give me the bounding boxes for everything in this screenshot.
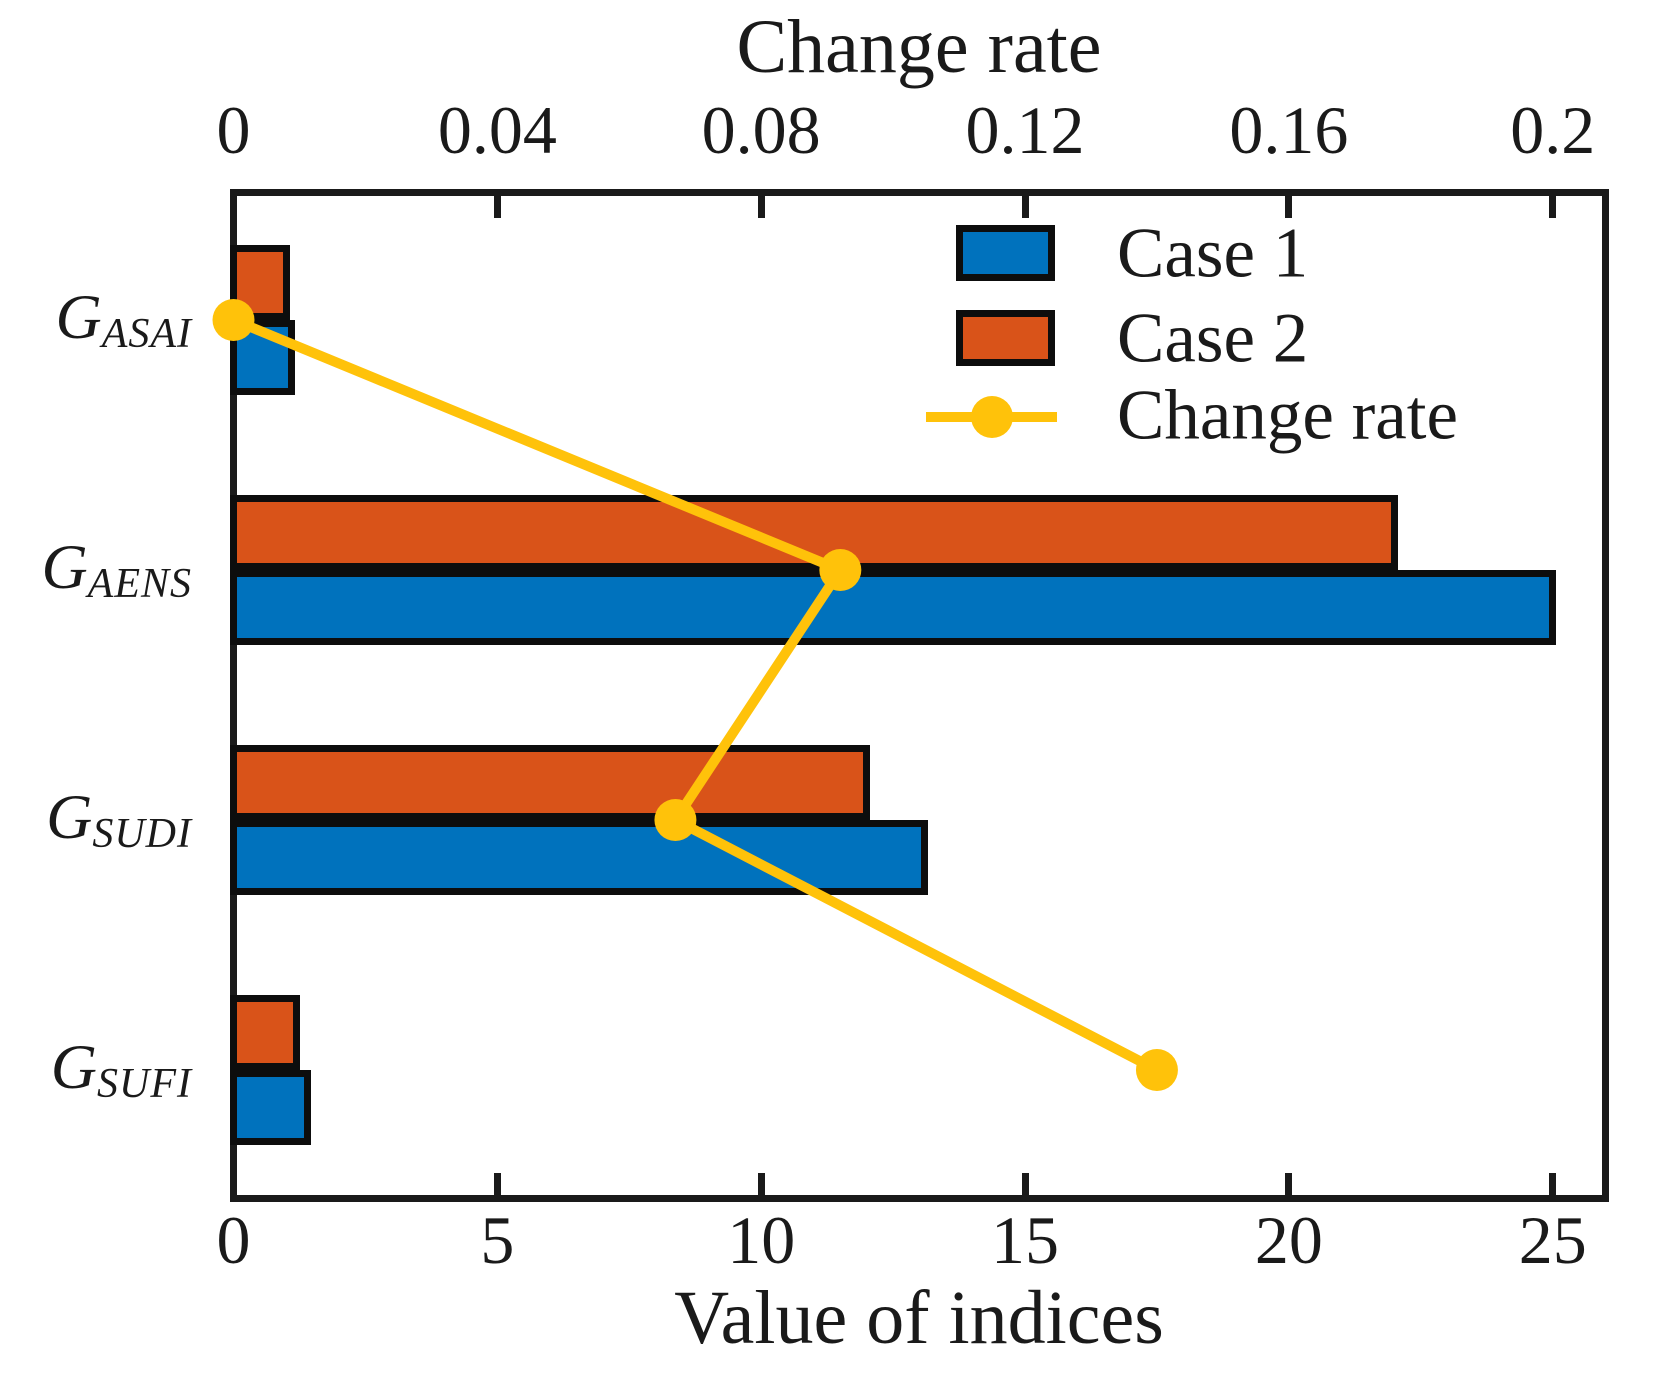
y-axis-label: GAENS <box>41 535 192 607</box>
top-axis-tick <box>1549 196 1557 218</box>
bar-case2 <box>230 995 301 1070</box>
y-label-base: G <box>46 781 93 852</box>
top-axis-tick <box>757 196 765 218</box>
bar-case1 <box>230 820 929 895</box>
x-axis-tick <box>493 1173 501 1195</box>
x-axis-tick <box>230 1173 237 1195</box>
bar-case1 <box>230 570 1557 645</box>
y-label-subscript: SUFI <box>97 1061 192 1107</box>
bar-case1 <box>230 1070 311 1145</box>
top-axis-tick-label: 0.08 <box>701 92 821 168</box>
x-axis-tick <box>1285 1173 1293 1195</box>
x-axis-tick-label: 20 <box>1254 1202 1323 1278</box>
top-axis-tick-label: 0.04 <box>437 92 557 168</box>
y-label-base: G <box>55 281 102 352</box>
x-axis-tick-label: 25 <box>1518 1202 1587 1278</box>
top-axis-tick-label: 0.2 <box>1510 92 1596 168</box>
x-axis-tick-label: 10 <box>727 1202 796 1278</box>
top-axis-tick-label: 0.12 <box>965 92 1085 168</box>
y-label-subscript: SUDI <box>92 811 192 857</box>
top-axis-title: Change rate <box>736 5 1102 89</box>
bar-case2 <box>230 745 871 820</box>
legend-swatch-case2 <box>956 310 1055 366</box>
legend-label-case1: Case 1 <box>1117 214 1309 293</box>
x-axis-tick <box>1549 1173 1557 1195</box>
top-axis-tick <box>1021 196 1029 218</box>
bar-case2 <box>230 495 1398 570</box>
top-axis-tick <box>493 196 501 218</box>
legend-label-change-rate: Change rate <box>1117 376 1459 455</box>
legend-change-rate-marker <box>971 396 1013 438</box>
x-axis-tick <box>1021 1173 1029 1195</box>
y-axis-label: GASAI <box>55 285 192 357</box>
bar-case2 <box>230 245 290 320</box>
legend-label-case2: Case 2 <box>1117 299 1309 378</box>
x-axis-tick-label: 5 <box>480 1202 515 1278</box>
y-label-subscript: ASAI <box>101 311 192 357</box>
y-axis-label: GSUDI <box>46 785 192 857</box>
x-axis-tick-label: 15 <box>991 1202 1060 1278</box>
top-axis-tick <box>1285 196 1293 218</box>
x-axis-tick <box>757 1173 765 1195</box>
top-axis-tick-label: 0.16 <box>1229 92 1349 168</box>
top-axis-tick <box>230 196 237 218</box>
y-label-base: G <box>41 531 88 602</box>
x-axis-tick-label: 0 <box>216 1202 251 1278</box>
y-axis-label: GSUFI <box>51 1035 192 1107</box>
bar-case1 <box>230 320 296 395</box>
y-label-base: G <box>50 1031 98 1102</box>
legend-swatch-case1 <box>956 225 1055 281</box>
bottom-axis-title: Value of indices <box>674 1276 1164 1360</box>
y-label-subscript: AENS <box>87 561 192 607</box>
top-axis-tick-label: 0 <box>216 92 251 168</box>
